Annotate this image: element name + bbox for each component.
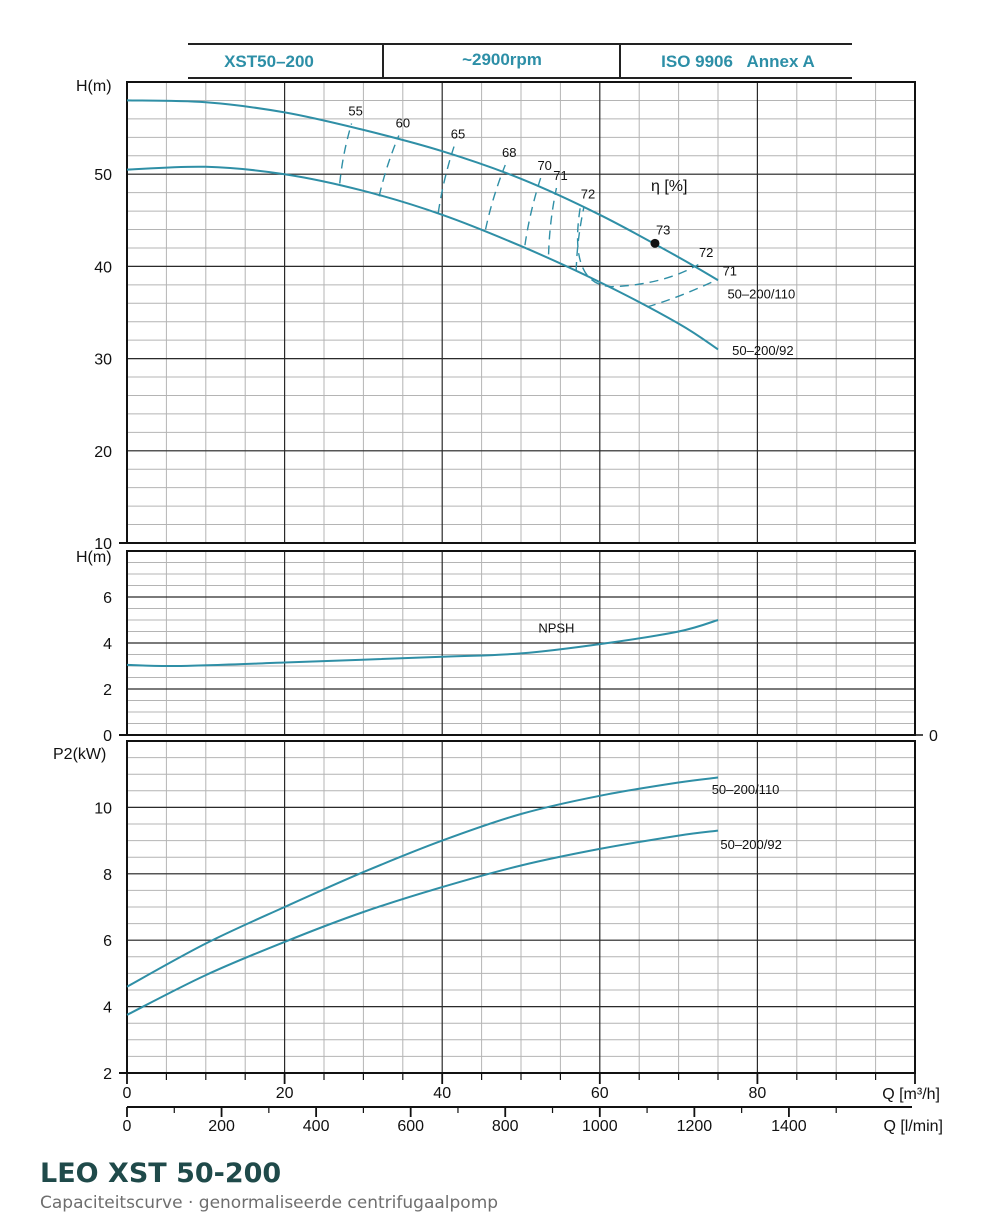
series-label-npsh: NPSH [538, 621, 574, 636]
efficiency-label-right: 72 [699, 245, 713, 260]
header-standard: ISO 9906 Annex A [661, 52, 815, 71]
y-tick-label: 10 [94, 800, 112, 817]
x-axis-label-lmin: Q [l/min] [883, 1118, 943, 1135]
efficiency-contour-55 [339, 123, 353, 184]
efficiency-contour-71-loop [646, 278, 719, 308]
y-axis-label: H(m) [76, 549, 112, 566]
x-tick-label-lmin: 1400 [771, 1118, 807, 1135]
x-tick-label-m3h: 20 [276, 1085, 294, 1102]
y-axis-label: H(m) [76, 78, 112, 95]
efficiency-label-55: 55 [348, 103, 362, 118]
x-tick-label-lmin: 1200 [677, 1118, 713, 1135]
right-axis-label: 0 [929, 728, 938, 745]
npsh-panel: 0 2 4 6 H(m) NPSH 0 [76, 549, 938, 745]
y-tick-label: 40 [94, 259, 112, 276]
efficiency-label-70: 70 [537, 158, 551, 173]
x-axis-label-m3h: Q [m³/h] [882, 1086, 940, 1103]
efficiency-label-71: 71 [553, 168, 567, 183]
curve-power-0 [126, 776, 719, 988]
x-tick-label-m3h: 60 [591, 1085, 609, 1102]
y-tick-label: 8 [103, 867, 112, 884]
series-label-110: 50–200/110 [727, 287, 795, 302]
x-axis: 0 20 40 60 80 Q [m³/h] 0 200 400 600 800 1000 1200 14… [123, 1074, 943, 1135]
efficiency-contour-65 [437, 146, 455, 214]
panel-frame [126, 81, 916, 544]
x-tick-label-lmin: 200 [208, 1118, 235, 1135]
x-tick-label-lmin: 800 [492, 1118, 519, 1135]
y-tick-label: 2 [103, 1066, 112, 1083]
series-label-110: 50–200/110 [712, 782, 780, 797]
best-efficiency-point [650, 238, 660, 248]
y-axis-label: P2(kW) [53, 746, 106, 763]
x-tick-label-lmin: 0 [123, 1118, 132, 1135]
y-tick-label: 6 [103, 590, 112, 607]
efficiency-label-72: 72 [581, 186, 595, 201]
x-tick-label-m3h: 40 [433, 1085, 451, 1102]
header-speed: ~2900rpm [462, 50, 542, 69]
efficiency-contour-70 [524, 177, 542, 246]
x-tick-label-m3h: 80 [749, 1085, 767, 1102]
y-tick-label: 0 [103, 728, 112, 745]
efficiency-label-65: 65 [451, 127, 465, 142]
header-model: XST50–200 [224, 52, 314, 71]
curve-npsh-0 [126, 619, 719, 668]
series-label-92: 50–200/92 [720, 837, 781, 852]
series-label-92: 50–200/92 [732, 343, 793, 358]
efficiency-unit-label: η [%] [651, 178, 687, 195]
curve-head-0 [126, 99, 719, 282]
header-bar: XST50–200 ~2900rpm ISO 9906 Annex A [188, 43, 852, 79]
y-tick-label: 4 [103, 636, 112, 653]
efficiency-contour-68 [484, 164, 506, 230]
panel-frame [126, 740, 916, 1074]
y-tick-label: 50 [94, 167, 112, 184]
x-tick-label-lmin: 400 [303, 1118, 330, 1135]
efficiency-label-60: 60 [396, 115, 410, 130]
x-tick-label-lmin: 1000 [582, 1118, 618, 1135]
y-tick-label: 20 [94, 444, 112, 461]
efficiency-contour-71 [547, 187, 558, 255]
x-tick-label-lmin: 600 [397, 1118, 424, 1135]
page-title: LEO XST 50-200 [40, 1158, 282, 1189]
panel-frame [126, 550, 916, 736]
efficiency-label-right: 71 [723, 264, 737, 279]
curve-power-1 [126, 829, 719, 1016]
efficiency-contour-72 [575, 206, 585, 272]
y-tick-label: 4 [103, 1000, 112, 1017]
y-tick-label: 10 [94, 536, 112, 553]
page-subtitle: Capaciteitscurve · genormaliseerde centr… [40, 1193, 499, 1213]
pump-curve-chart: XST50–200 ~2900rpm ISO 9906 Annex A 1020… [53, 43, 943, 1135]
efficiency-contour-60 [378, 135, 400, 197]
efficiency-contour-72-loop [576, 208, 699, 288]
y-tick-label: 30 [94, 352, 112, 369]
power-panel: 2 4 6 8 10 P2(kW) 50–200/110 50–200/92 [53, 740, 916, 1083]
efficiency-label-68: 68 [502, 145, 516, 160]
x-tick-label-m3h: 0 [123, 1085, 132, 1102]
efficiency-label-bep: 73 [656, 222, 670, 237]
y-tick-label: 6 [103, 933, 112, 950]
y-tick-label: 2 [103, 682, 112, 699]
